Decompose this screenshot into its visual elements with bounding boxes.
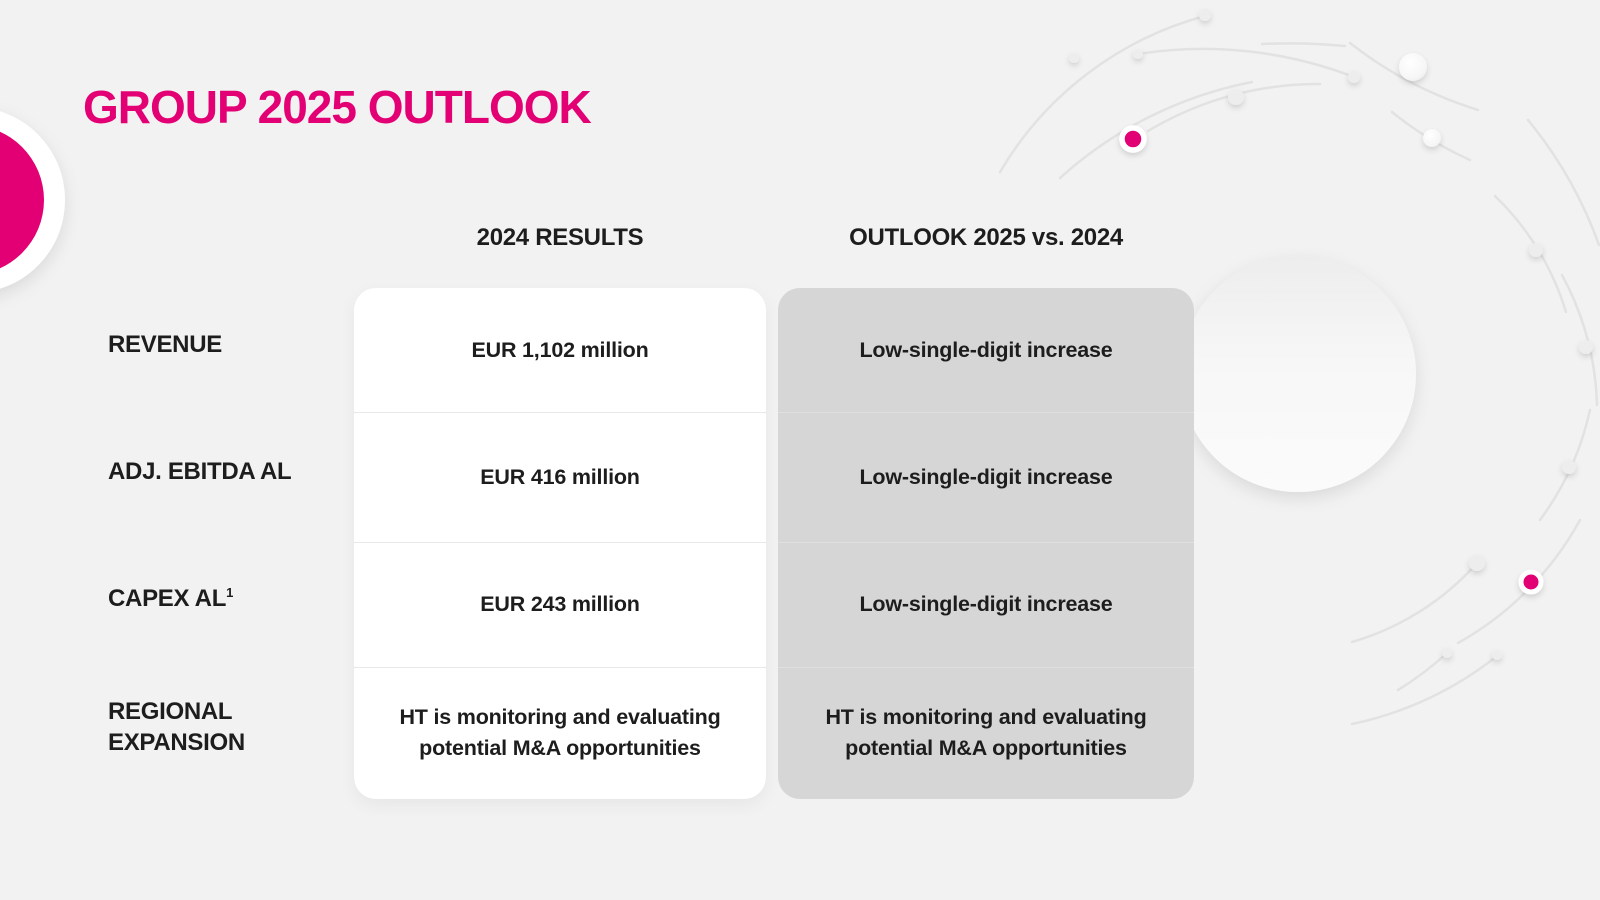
cell-revenue-2024: EUR 1,102 million [354,288,766,414]
footnote-marker: 1 [226,584,233,600]
row-label-text: REGIONAL EXPANSION [108,697,245,756]
cell-ebitda-outlook: Low-single-digit increase [778,413,1194,543]
row-label-text: REVENUE [108,330,222,358]
magenta-dot-top-decoration [1119,125,1147,153]
row-label-column: REVENUE ADJ. EBITDA AL CAPEX AL1 REGIONA… [108,288,338,799]
cell-text: EUR 243 million [480,592,640,617]
cell-capex-2024: EUR 243 million [354,543,766,668]
row-label-revenue: REVENUE [108,282,338,407]
column-header-outlook-2025: OUTLOOK 2025 vs. 2024 [849,224,1123,251]
magenta-halfcircle-decoration [0,111,65,289]
cell-capex-outlook: Low-single-digit increase [778,543,1194,668]
cell-regional-2024: HT is monitoring and evaluating potentia… [354,668,766,799]
white-ball-decoration [1399,53,1441,147]
outlook-2025-card: Low-single-digit increase Low-single-dig… [778,288,1194,799]
cell-text: Low-single-digit increase [859,337,1113,362]
cell-regional-outlook: HT is monitoring and evaluating potentia… [778,668,1194,799]
cell-text: HT is monitoring and evaluating potentia… [399,705,721,761]
results-2024-card: EUR 1,102 million EUR 416 million EUR 24… [354,288,766,799]
cell-text: Low-single-digit increase [859,464,1113,489]
cell-ebitda-2024: EUR 416 million [354,413,766,543]
row-label-regional-expansion: REGIONAL EXPANSION [108,661,338,793]
cell-text: EUR 416 million [480,464,640,489]
row-label-text: ADJ. EBITDA AL [108,457,292,485]
column-header-2024-results: 2024 RESULTS [476,224,644,251]
row-label-capex-text: CAPEX AL [108,584,227,612]
cell-text: HT is monitoring and evaluating potentia… [825,705,1147,761]
page-title: GROUP 2025 OUTLOOK [83,81,592,133]
cell-text: Low-single-digit increase [859,592,1113,617]
magenta-dot-right-decoration [1518,569,1544,595]
big-circle-decoration [1180,256,1416,492]
row-label-adj-ebitda-al: ADJ. EBITDA AL [108,407,338,536]
cell-text: EUR 1,102 million [471,337,649,362]
row-label-text: CAPEX AL1 [108,583,233,614]
cell-revenue-outlook: Low-single-digit increase [778,288,1194,414]
row-label-capex-al: CAPEX AL1 [108,536,338,661]
